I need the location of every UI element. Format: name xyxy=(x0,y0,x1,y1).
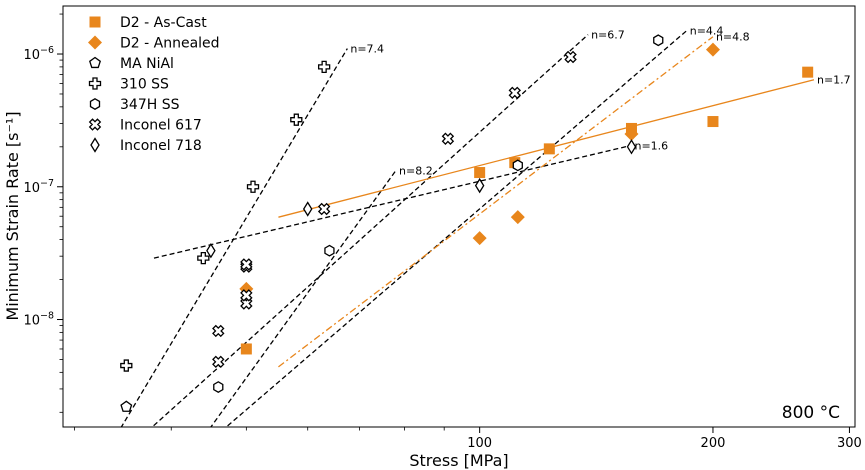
data-point xyxy=(802,66,814,78)
legend-marker xyxy=(89,16,101,28)
fit-line-label: n=4.8 xyxy=(716,31,750,44)
fit-line xyxy=(120,48,348,427)
data-point xyxy=(474,177,485,194)
data-point xyxy=(653,34,664,47)
legend-marker xyxy=(89,56,101,69)
legend-marker xyxy=(88,118,102,131)
data-point xyxy=(197,251,210,265)
fit-line-label: n=1.7 xyxy=(817,74,851,87)
data-point xyxy=(543,143,555,155)
legend: D2 - As-Cast D2 - Annealed MA NiAl 310 SS 34… xyxy=(88,15,220,154)
legend-label: 347H SS xyxy=(120,97,180,113)
plot-frame xyxy=(62,5,856,428)
data-point xyxy=(213,381,224,393)
data-point xyxy=(472,231,487,246)
data-point xyxy=(206,242,216,259)
y-tick-label: 10−6 xyxy=(23,45,54,63)
x-axis-label: Stress [MPa] xyxy=(409,451,508,470)
data-point xyxy=(705,42,720,57)
data-point xyxy=(120,400,133,412)
legend-label: MA NiAl xyxy=(120,56,174,72)
fit-line xyxy=(151,34,589,427)
data-point xyxy=(240,343,252,355)
y-tick-label: 10−8 xyxy=(23,311,54,329)
data-point xyxy=(512,159,523,172)
data-point xyxy=(624,126,639,141)
data-point xyxy=(240,289,253,302)
data-point xyxy=(508,86,522,100)
data-point xyxy=(212,324,225,338)
legend-label: Inconel 617 xyxy=(120,118,202,134)
y-axis-label: Minimum Strain Rate [s⁻¹] xyxy=(3,111,22,320)
legend-marker xyxy=(88,77,102,90)
data-point xyxy=(290,113,303,126)
data-point xyxy=(626,139,637,155)
fit-line xyxy=(153,144,632,259)
data-point xyxy=(564,50,577,64)
legend-label: D2 - Annealed xyxy=(120,36,220,52)
data-point xyxy=(474,167,486,179)
legend-label: D2 - As-Cast xyxy=(120,15,207,31)
data-point xyxy=(246,180,260,193)
fit-line xyxy=(225,30,688,427)
legend-label: Inconel 718 xyxy=(120,138,202,154)
fit-line-label: n=4.4 xyxy=(690,25,724,38)
data-point xyxy=(324,244,335,257)
data-point xyxy=(510,210,525,225)
data-point xyxy=(707,116,719,128)
x-tick-label: 200 xyxy=(701,436,726,451)
data-point xyxy=(317,202,331,216)
data-point xyxy=(302,201,313,217)
fit-line-label: n=6.7 xyxy=(591,29,625,42)
temperature-annotation: 800 °C xyxy=(782,403,840,423)
fit-line-label: n=7.4 xyxy=(350,43,384,56)
fit-line-label: n=8.2 xyxy=(399,164,433,177)
fit-line-label: n=1.6 xyxy=(634,139,668,152)
data-point xyxy=(441,132,455,145)
x-tick-label: 100 xyxy=(467,436,492,451)
x-tick-label: 300 xyxy=(837,436,862,451)
y-tick-label: 10−7 xyxy=(23,178,54,196)
legend-marker xyxy=(88,35,102,50)
legend-label: 310 SS xyxy=(120,77,169,93)
data-point xyxy=(240,258,253,271)
legend-marker xyxy=(90,137,100,153)
data-point xyxy=(120,359,133,372)
data-point xyxy=(317,60,331,74)
legend-marker xyxy=(89,98,101,110)
fit-line xyxy=(278,36,714,368)
data-point xyxy=(212,355,225,369)
